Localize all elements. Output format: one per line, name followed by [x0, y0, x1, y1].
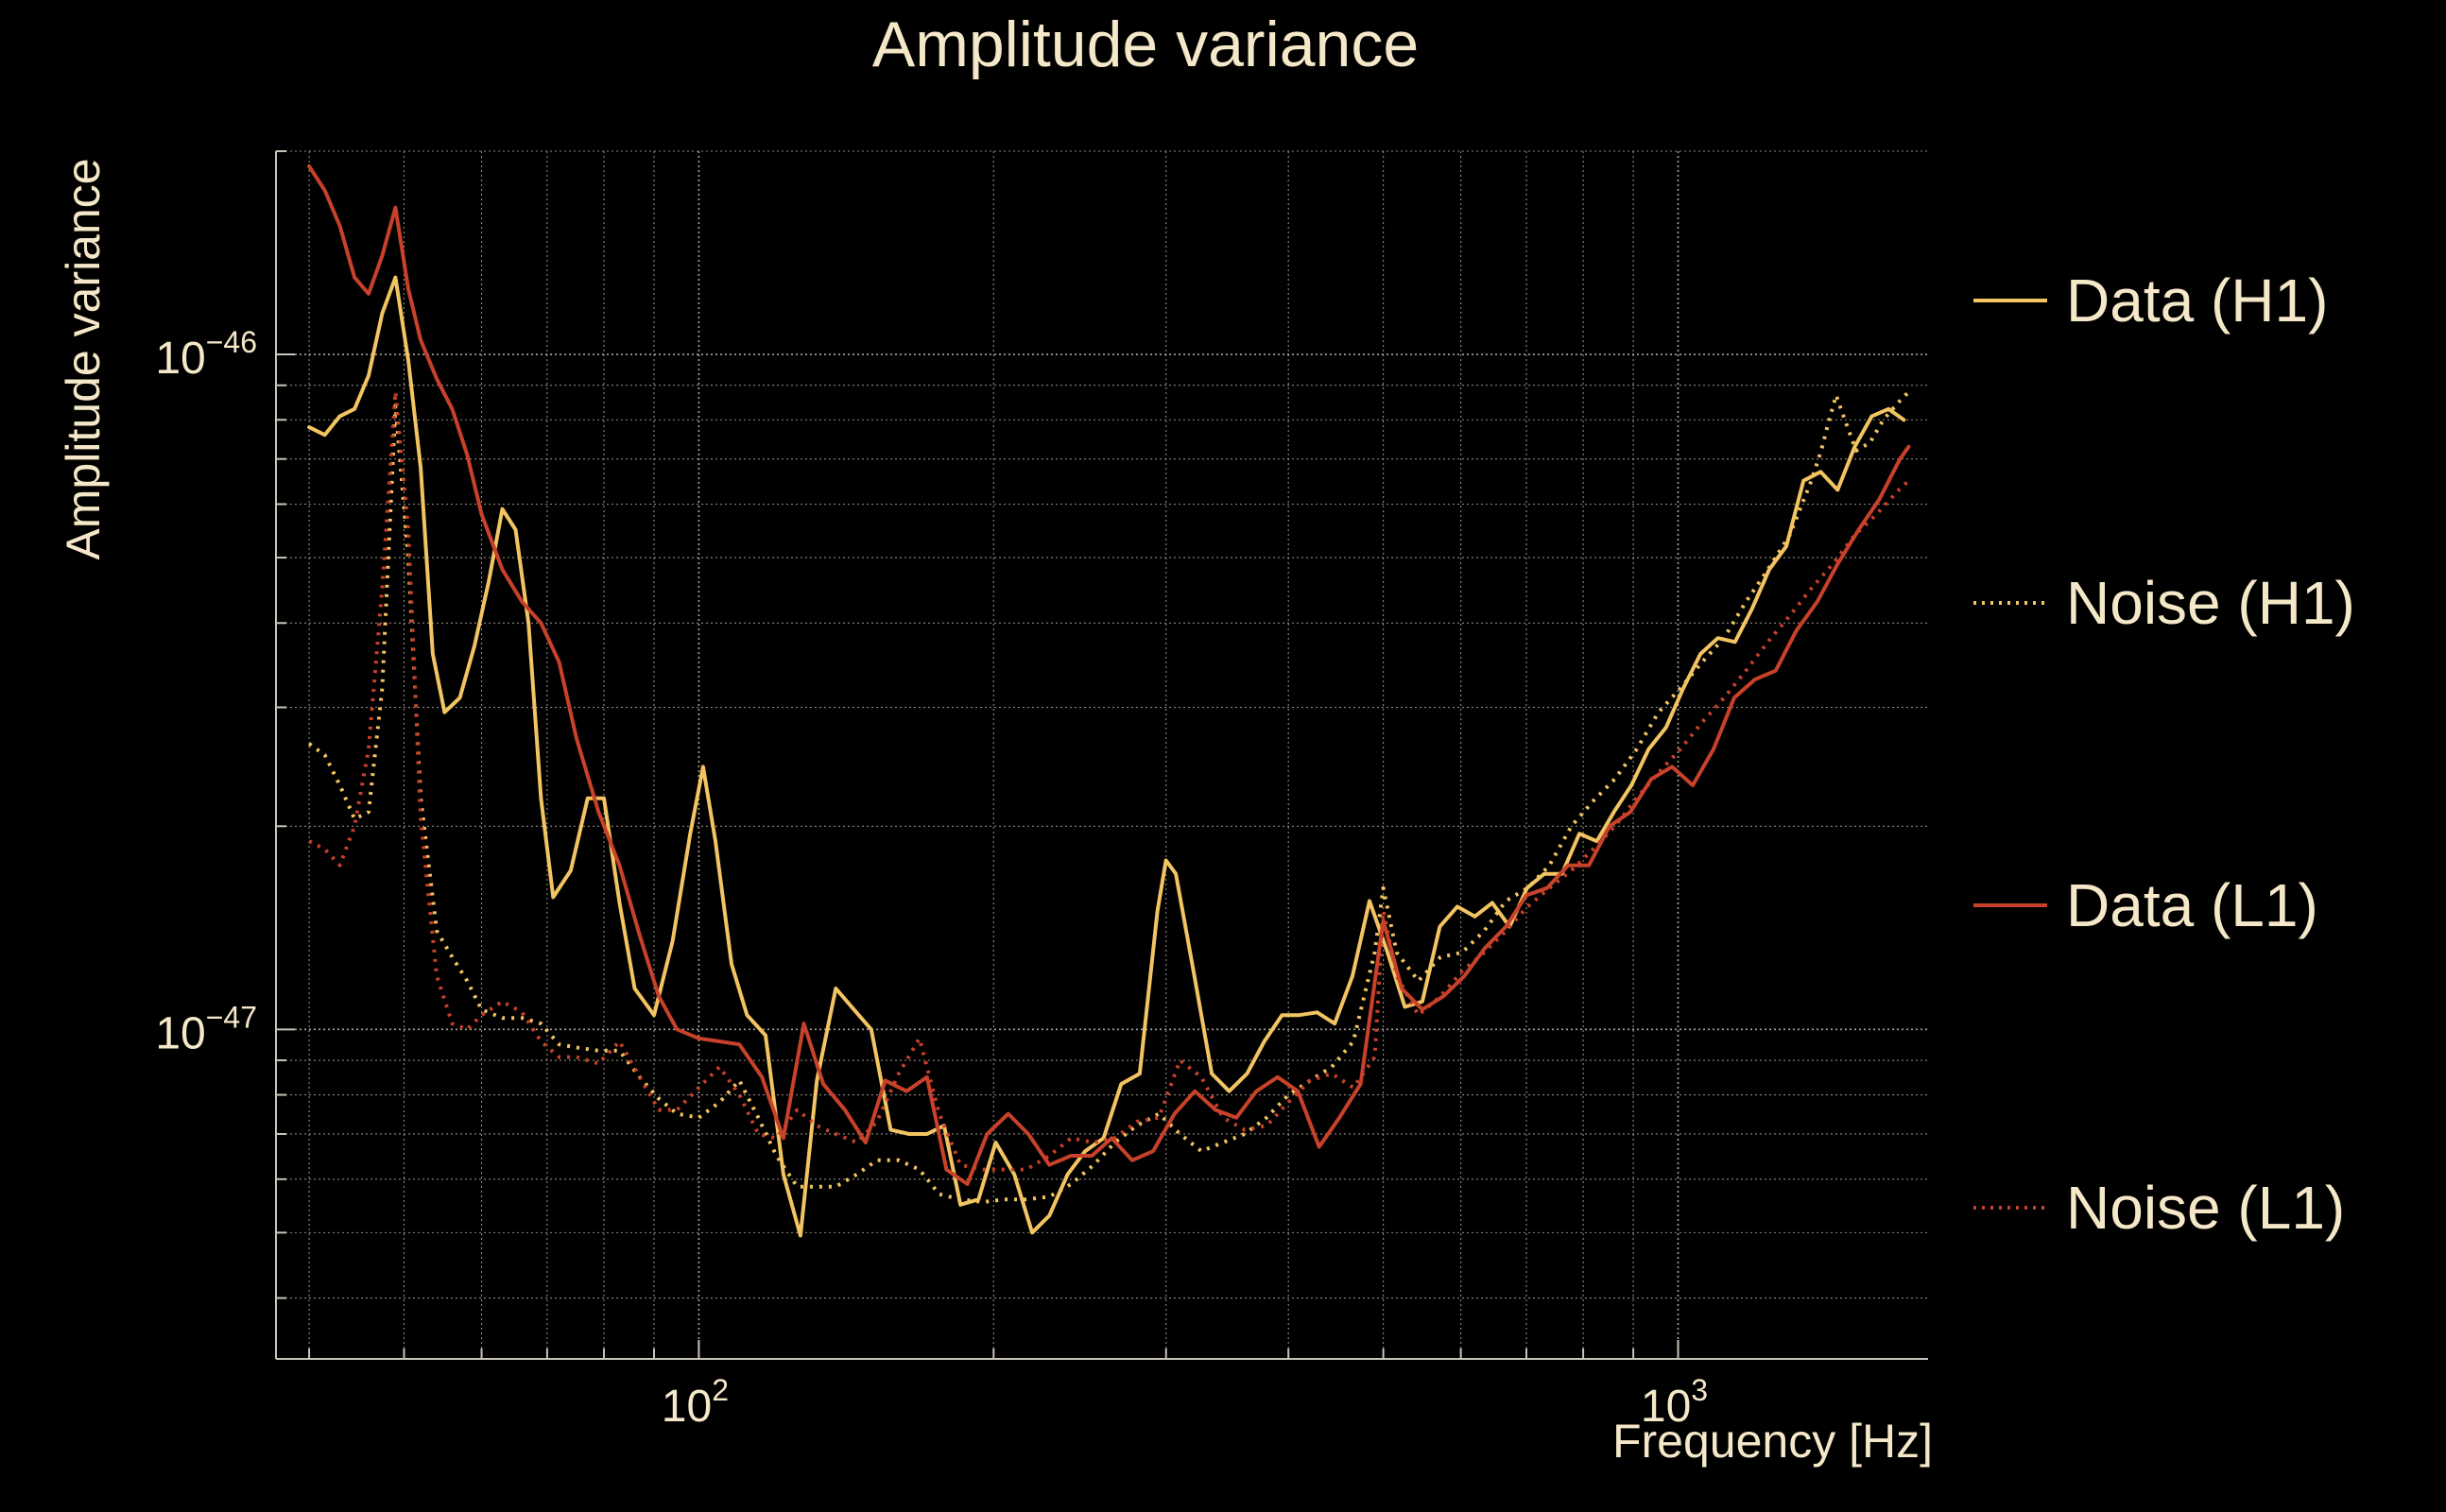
y-axis-label: Amplitude variance: [57, 158, 110, 559]
x-tick-label: 102: [662, 1373, 729, 1432]
legend-label-data-h1: Data (H1): [2066, 266, 2328, 335]
series-lines: [307, 163, 1911, 1238]
grid: [276, 150, 1928, 1359]
y-tick-label: 10−46: [155, 325, 257, 384]
chart-title: Amplitude variance: [872, 9, 1419, 80]
legend-label-noise-l1: Noise (L1): [2066, 1174, 2345, 1242]
tick-labels: 102 103 10−46 10−47: [155, 325, 1708, 1432]
series-line-data-l1: [307, 163, 1911, 1186]
series-line-data-h1: [307, 275, 1906, 1238]
x-axis-label: Frequency [Hz]: [1612, 1415, 1933, 1468]
legend-label-noise-h1: Noise (H1): [2066, 569, 2355, 637]
legend-label-data-l1: Data (L1): [2066, 871, 2318, 939]
legend: Data (H1) Noise (H1) Data (L1) Noise (L1): [1973, 266, 2355, 1242]
x-tick-label: 103: [1641, 1373, 1708, 1432]
series-line-noise-h1: [307, 390, 1910, 1204]
y-tick-label: 10−47: [155, 1000, 257, 1058]
axes: [275, 150, 1928, 1360]
